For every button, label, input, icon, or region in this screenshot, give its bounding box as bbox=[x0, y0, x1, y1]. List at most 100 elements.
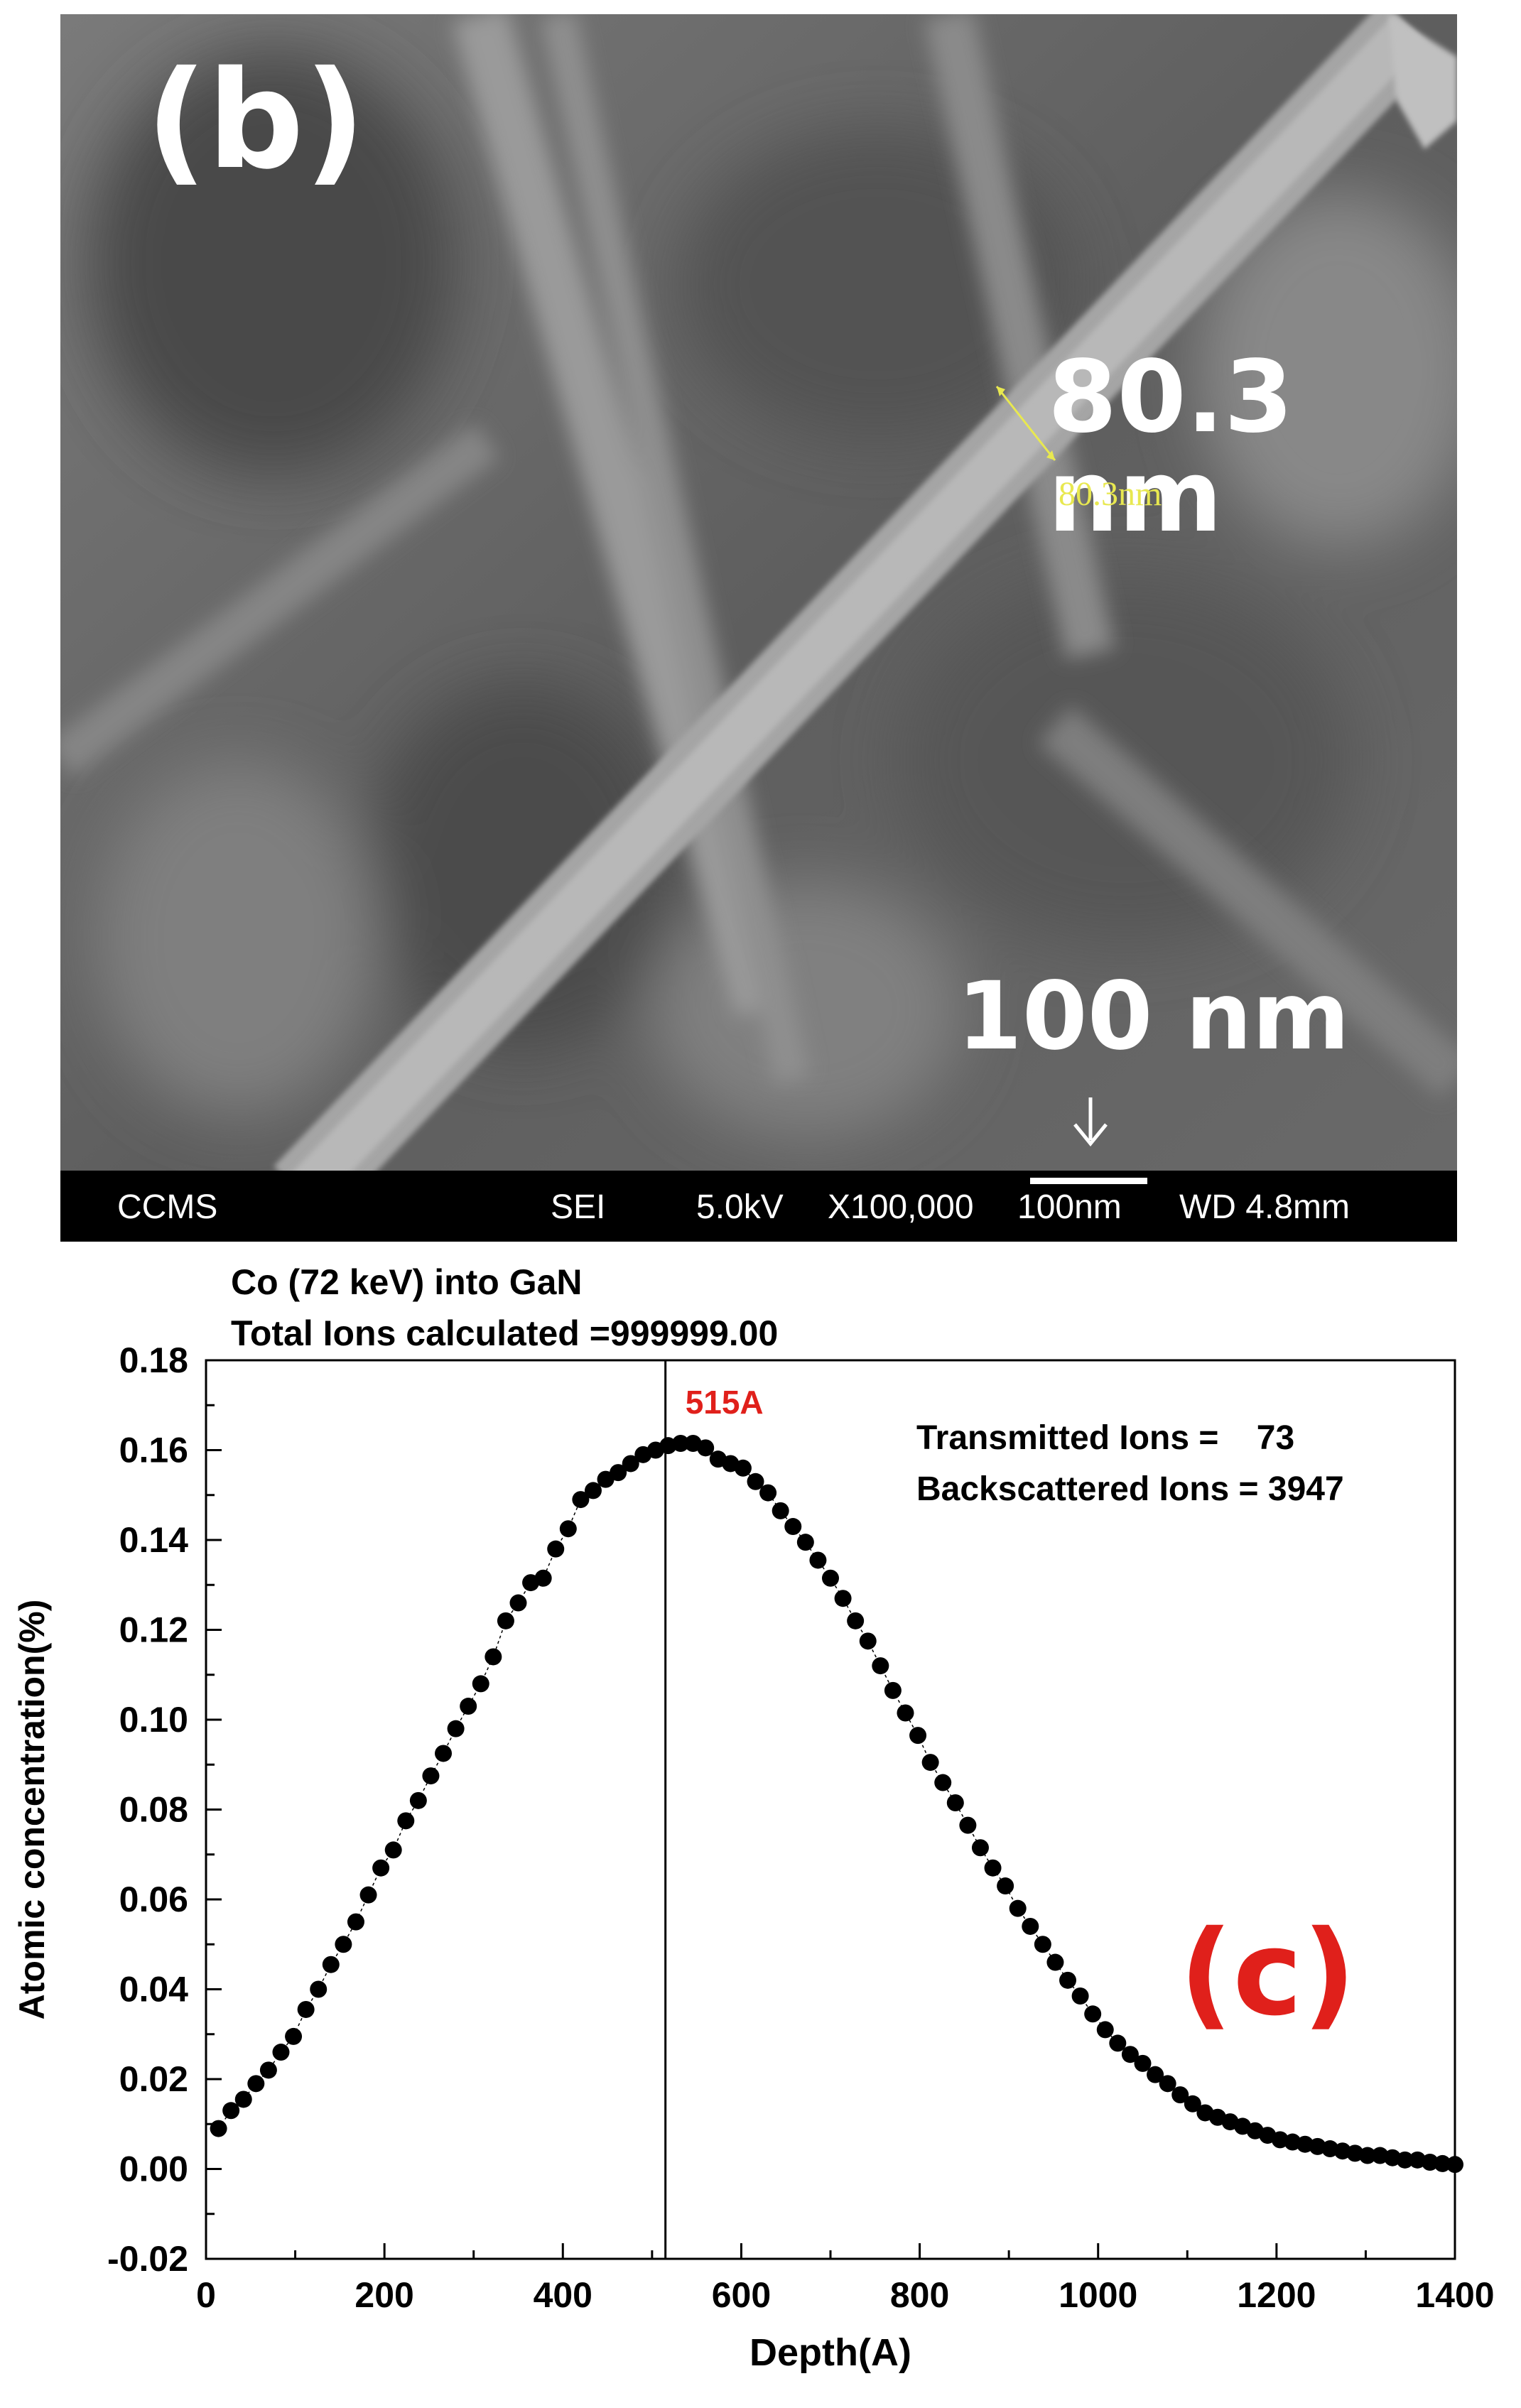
data-point bbox=[1446, 2156, 1463, 2174]
data-point bbox=[872, 1657, 889, 1675]
data-point bbox=[247, 2075, 265, 2093]
data-point bbox=[222, 2102, 240, 2120]
scale-bar bbox=[1030, 1178, 1147, 1184]
diameter-marker bbox=[995, 386, 1056, 461]
data-point bbox=[347, 1913, 364, 1931]
series-line bbox=[217, 1443, 1456, 2165]
data-point bbox=[234, 2090, 252, 2108]
data-point bbox=[372, 1859, 390, 1877]
data-point bbox=[1147, 2066, 1164, 2083]
peak-label: 515A bbox=[686, 1384, 764, 1421]
x-tick-label: 800 bbox=[890, 2275, 949, 2315]
data-point bbox=[447, 1720, 465, 1737]
data-point bbox=[497, 1612, 514, 1629]
data-point bbox=[310, 1980, 328, 1998]
data-point bbox=[1184, 2095, 1201, 2113]
data-point bbox=[1134, 2054, 1152, 2072]
x-tick-label: 200 bbox=[354, 2275, 413, 2315]
data-point bbox=[834, 1590, 852, 1607]
data-point bbox=[409, 1791, 427, 1809]
diameter-label-small: 80.3nm bbox=[1059, 475, 1162, 513]
data-point bbox=[984, 1859, 1002, 1877]
data-point bbox=[472, 1675, 489, 1693]
info-lab: CCMS bbox=[117, 1188, 218, 1226]
y-tick-label: 0.08 bbox=[119, 1790, 188, 1830]
data-point bbox=[847, 1612, 865, 1629]
sem-image-panel: (b) 80.3 nm 80.3nm 100 nm CCMS SEI 5.0kV… bbox=[60, 14, 1457, 1242]
x-tick-label: 400 bbox=[534, 2275, 592, 2315]
data-point bbox=[822, 1569, 839, 1587]
chart-title-line: Co (72 keV) into GaN bbox=[231, 1262, 583, 1302]
data-point bbox=[435, 1745, 453, 1762]
data-point bbox=[909, 1727, 927, 1745]
data-point bbox=[1034, 1936, 1051, 1953]
x-tick-label: 0 bbox=[196, 2275, 216, 2315]
info-scale: 100nm bbox=[1017, 1188, 1122, 1226]
nanowire bbox=[274, 14, 1457, 1220]
data-point bbox=[759, 1484, 777, 1502]
info-magnification: X100,000 bbox=[828, 1188, 974, 1226]
data-point bbox=[297, 2000, 315, 2018]
annotation-line: Transmitted Ions = 73 bbox=[916, 1419, 1294, 1457]
y-tick-label: 0.04 bbox=[119, 1970, 189, 2010]
depth-profile-chart: Co (72 keV) into GaN Total Ions calculate… bbox=[12, 1262, 1495, 2374]
data-point bbox=[1109, 2034, 1127, 2052]
data-point bbox=[534, 1569, 552, 1587]
info-working-distance: WD 4.8mm bbox=[1179, 1188, 1350, 1226]
y-tick-label: 0.06 bbox=[119, 1880, 188, 1919]
sem-micrograph bbox=[60, 14, 1457, 1242]
sem-info-bar: CCMS SEI 5.0kV X100,000 100nm WD 4.8mm bbox=[60, 1171, 1457, 1242]
data-point bbox=[859, 1632, 877, 1650]
data-point bbox=[959, 1816, 977, 1834]
data-point bbox=[1096, 2021, 1114, 2039]
chart-panel: Co (72 keV) into GaN Total Ions calculate… bbox=[0, 1243, 1521, 2408]
data-point bbox=[397, 1812, 415, 1830]
data-point bbox=[1009, 1899, 1027, 1917]
chart-title-line: Total Ions calculated =999999.00 bbox=[231, 1313, 778, 1353]
data-point bbox=[747, 1473, 764, 1490]
y-tick-label: 0.18 bbox=[119, 1340, 188, 1380]
data-point bbox=[1171, 2086, 1189, 2104]
data-point bbox=[1071, 1987, 1089, 2005]
data-point bbox=[547, 1540, 565, 1558]
scale-arrow bbox=[1073, 1097, 1108, 1146]
data-point bbox=[921, 1754, 939, 1772]
y-tick-label: 0.12 bbox=[119, 1610, 188, 1650]
data-point bbox=[1396, 2151, 1414, 2169]
diameter-label-large: 80.3 nm bbox=[1048, 340, 1294, 555]
info-detector: SEI bbox=[551, 1188, 606, 1226]
y-axis-label: Atomic concentration(%) bbox=[12, 1600, 52, 2020]
data-point bbox=[1022, 1917, 1039, 1935]
data-point bbox=[809, 1551, 827, 1569]
data-point bbox=[335, 1936, 352, 1953]
data-point bbox=[1434, 2154, 1451, 2172]
data-point bbox=[610, 1464, 627, 1482]
data-point bbox=[897, 1704, 914, 1722]
data-point bbox=[622, 1455, 639, 1473]
data-point bbox=[359, 1886, 377, 1904]
panel-label-b: (b) bbox=[146, 42, 366, 199]
panel-label-c: (c) bbox=[1179, 1905, 1356, 2041]
data-point bbox=[784, 1518, 802, 1536]
y-tick-label: 0.14 bbox=[119, 1520, 189, 1560]
x-tick-label: 1400 bbox=[1415, 2275, 1494, 2315]
data-point bbox=[772, 1502, 789, 1519]
data-point bbox=[1159, 2075, 1176, 2093]
data-point bbox=[322, 1956, 340, 1973]
data-point bbox=[572, 1491, 590, 1509]
data-point bbox=[259, 2061, 277, 2079]
data-point bbox=[584, 1482, 602, 1499]
data-point bbox=[285, 2027, 303, 2045]
y-tick-label: 0.10 bbox=[119, 1700, 188, 1740]
data-point bbox=[1358, 2147, 1376, 2164]
data-point bbox=[559, 1520, 577, 1538]
y-tick-label: -0.02 bbox=[107, 2239, 188, 2279]
y-tick-label: 0.16 bbox=[119, 1431, 188, 1470]
annotation-line: Backscattered Ions = 3947 bbox=[916, 1470, 1344, 1508]
data-point bbox=[997, 1877, 1014, 1895]
y-tick-label: 0.02 bbox=[119, 2059, 188, 2099]
data-point bbox=[796, 1534, 814, 1551]
data-point bbox=[1059, 1971, 1077, 1989]
data-point bbox=[1084, 2005, 1102, 2023]
background-wires bbox=[60, 14, 1457, 1099]
